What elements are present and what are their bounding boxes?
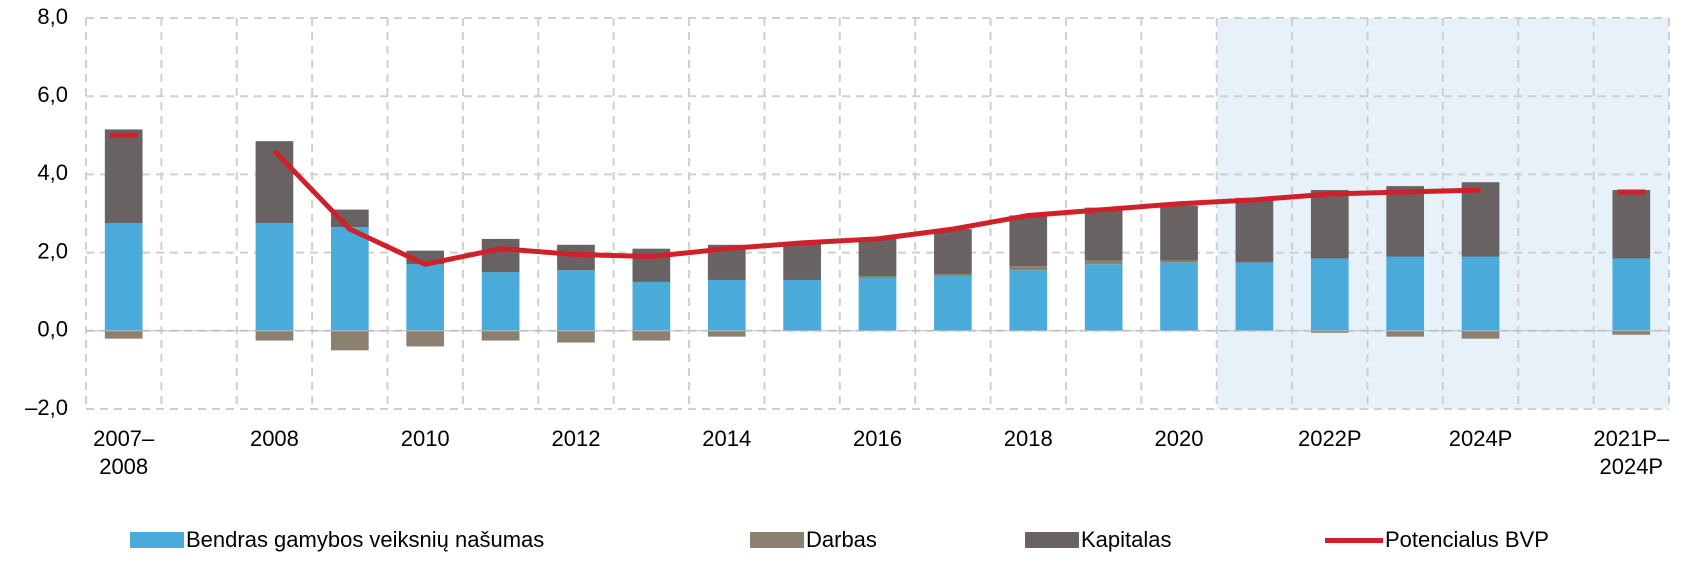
- legend-swatch: [1325, 537, 1383, 543]
- bar: [1612, 190, 1651, 259]
- bar: [1461, 330, 1500, 339]
- bar: [481, 272, 520, 331]
- x-tick-label: 2016: [853, 426, 902, 451]
- x-tick-label: 2010: [400, 426, 450, 451]
- x-tick-label: 2014: [702, 426, 752, 451]
- bar: [1310, 258, 1349, 331]
- bar: [1084, 260, 1123, 265]
- bar: [104, 129, 143, 224]
- y-tick-label: –2,0: [25, 395, 68, 420]
- bar: [1009, 266, 1048, 271]
- y-tick-label: 6,0: [37, 82, 68, 107]
- y-tick-label: 2,0: [37, 238, 68, 263]
- bar: [707, 330, 746, 337]
- bar: [1084, 207, 1123, 261]
- bar: [1160, 262, 1198, 331]
- bar: [104, 330, 143, 339]
- x-tick-label: 2018: [1003, 426, 1053, 451]
- bar: [632, 281, 671, 331]
- legend-label: Potencialus BVP: [1385, 527, 1549, 552]
- bar: [1235, 197, 1274, 263]
- bar: [481, 238, 520, 273]
- legend-swatch: [750, 532, 804, 548]
- bar: [1386, 186, 1425, 257]
- bar: [255, 330, 294, 341]
- bar: [858, 238, 897, 277]
- x-tick-label: 2022P: [1297, 426, 1362, 451]
- legend-swatch: [1025, 532, 1079, 548]
- bar: [255, 141, 294, 224]
- bar: [1160, 205, 1198, 261]
- x-tick-label: 2008: [249, 426, 299, 451]
- bar: [1612, 330, 1651, 335]
- bar: [632, 330, 671, 341]
- legend-label: Darbas: [806, 527, 877, 552]
- x-tick-label: 2012: [551, 426, 601, 451]
- bar: [1386, 256, 1425, 331]
- bar: [330, 227, 369, 331]
- legend-item: Kapitalas: [1025, 527, 1172, 553]
- bar: [1310, 330, 1349, 333]
- bar: [1009, 270, 1048, 331]
- bar: [557, 244, 595, 271]
- y-tick-label: 4,0: [37, 160, 68, 185]
- bar: [1084, 264, 1123, 331]
- x-tick-label: 2024P: [1448, 426, 1513, 451]
- bar: [858, 278, 897, 331]
- bar: [1386, 330, 1425, 337]
- legend-item: Bendras gamybos veiksnių našumas: [130, 527, 544, 553]
- legend-swatch: [130, 532, 184, 548]
- bar: [783, 242, 821, 280]
- bar: [1009, 215, 1048, 267]
- y-tick-label: 0,0: [37, 317, 68, 342]
- legend-item: Potencialus BVP: [1325, 527, 1549, 553]
- bar: [255, 223, 294, 331]
- bar: [934, 229, 972, 275]
- bar: [406, 264, 445, 331]
- bar: [1160, 260, 1198, 263]
- bar: [330, 330, 369, 351]
- bar: [1461, 182, 1500, 257]
- bar: [783, 279, 821, 331]
- y-tick-label: 8,0: [37, 4, 68, 29]
- bar: [104, 223, 143, 331]
- bar: [934, 274, 972, 277]
- bar: [1235, 262, 1274, 331]
- bar: [1310, 190, 1349, 259]
- x-tick-label: 2007–2008: [93, 426, 155, 479]
- bar: [1612, 258, 1651, 331]
- bar: [557, 330, 595, 343]
- bar: [481, 330, 520, 341]
- legend-item: Darbas: [750, 527, 877, 553]
- bar: [557, 270, 595, 331]
- bar: [934, 276, 972, 331]
- legend-label: Kapitalas: [1081, 527, 1172, 552]
- x-tick-label: 2020: [1154, 426, 1204, 451]
- bar: [406, 330, 445, 347]
- x-tick-label: 2021P–2024P: [1593, 426, 1670, 479]
- bar: [858, 276, 897, 279]
- legend-label: Bendras gamybos veiksnių našumas: [186, 527, 545, 552]
- bar: [707, 279, 746, 331]
- line: [272, 149, 1481, 267]
- bar: [1461, 256, 1500, 331]
